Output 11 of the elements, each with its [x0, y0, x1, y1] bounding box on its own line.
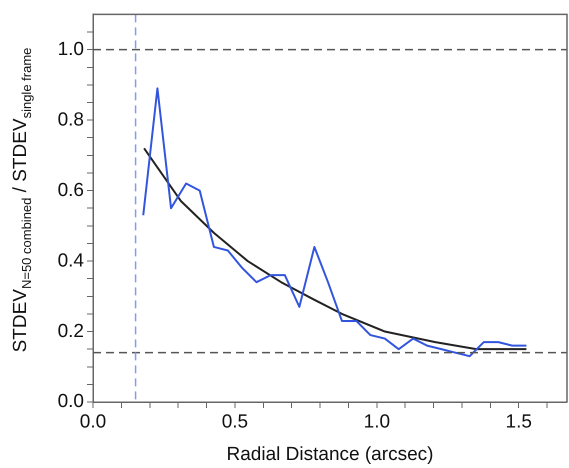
- y-tick-label: 0.4: [58, 250, 84, 272]
- x-tick-label: 0.0: [80, 412, 106, 433]
- x-axis-title: Radial Distance (arcsec): [226, 444, 434, 465]
- x-tick-label: 0.5: [222, 412, 248, 433]
- y-tick-label: 0.6: [58, 180, 84, 201]
- y-tick-label: 0.0: [58, 391, 84, 412]
- y-tick-label: 1.0: [58, 38, 84, 60]
- x-tick-label: 1.5: [506, 412, 532, 433]
- y-tick-label: 0.2: [58, 320, 84, 342]
- x-tick-label: 1.0: [364, 412, 390, 433]
- y-tick-label: 0.8: [58, 109, 84, 130]
